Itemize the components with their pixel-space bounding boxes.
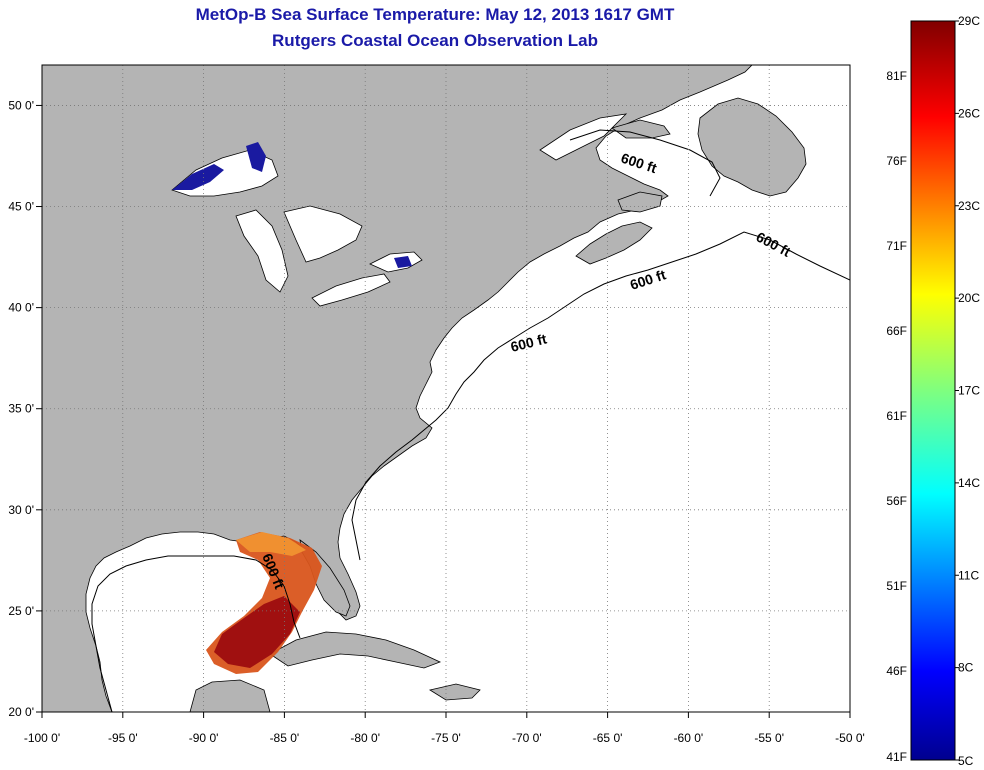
lake-michigan — [235, 209, 289, 293]
gulf-st-lawrence — [539, 113, 628, 161]
land-cuba — [269, 631, 442, 669]
colorbar-label-c: 29C — [958, 14, 980, 28]
land-hispaniola — [428, 683, 481, 701]
x-tick-label: -65 0' — [593, 731, 623, 745]
y-tick-label: 30 0' — [8, 503, 34, 517]
x-tick-label: -70 0' — [512, 731, 542, 745]
sst-lake-superior — [172, 164, 224, 190]
colorbar-label-f: 41F — [886, 750, 907, 764]
land-north-america — [42, 65, 753, 712]
land-cape-breton — [617, 191, 663, 213]
sst-gulf-core — [214, 596, 300, 668]
x-tick-label: -100 0' — [24, 731, 60, 745]
x-tick-label: -90 0' — [189, 731, 219, 745]
land-newfoundland — [697, 97, 807, 197]
land-nova-scotia — [575, 221, 653, 265]
lake-erie — [311, 273, 391, 307]
y-tick-label: 25 0' — [8, 604, 34, 618]
x-tick-label: -85 0' — [270, 731, 300, 745]
x-tick-label: -75 0' — [431, 731, 461, 745]
x-tick-label: -50 0' — [835, 731, 865, 745]
contour-600ft-gsl — [569, 129, 721, 197]
sst-lake-ontario — [394, 256, 412, 268]
colorbar-label-c: 8C — [958, 661, 974, 675]
y-tick-label: 20 0' — [8, 705, 34, 719]
x-tick-label: -55 0' — [754, 731, 784, 745]
y-tick-label: 40 0' — [8, 301, 34, 315]
graticule — [42, 65, 850, 712]
contour-600ft-east — [351, 231, 850, 561]
colorbar-label-f: 76F — [886, 154, 907, 168]
sst-gulf-north — [236, 532, 306, 556]
colorbar-label-c: 26C — [958, 106, 980, 120]
chart-title: MetOp-B Sea Surface Temperature: May 12,… — [195, 5, 675, 24]
colorbar-label-f: 46F — [886, 664, 907, 678]
colorbar — [910, 20, 956, 761]
x-tick-label: -95 0' — [108, 731, 138, 745]
colorbar-label-c: 11C — [958, 568, 979, 582]
land-anticosti — [611, 119, 671, 139]
sst-lake-nipigon — [246, 142, 266, 172]
map-area — [42, 65, 850, 712]
y-tick-label: 45 0' — [8, 200, 34, 214]
x-tick-label: -80 0' — [350, 731, 380, 745]
y-tick-label: 35 0' — [8, 402, 34, 416]
colorbar-label-c: 17C — [958, 384, 980, 398]
lake-huron — [283, 205, 363, 263]
land-yucatan — [189, 679, 271, 712]
colorbar-label-c: 14C — [958, 476, 980, 490]
colorbar-label-f: 61F — [886, 409, 907, 423]
y-tick-label: 50 0' — [8, 98, 34, 112]
colorbar-label-c: 23C — [958, 199, 980, 213]
colorbar-label-c: 5C — [958, 754, 974, 768]
colorbar-label-f: 66F — [886, 324, 907, 338]
colorbar-label-c: 20C — [958, 291, 980, 305]
chart-subtitle: Rutgers Coastal Ocean Observation Lab — [272, 31, 598, 50]
colorbar-labels: 29C 26C 23C 20C 17C 14C 11C 8C 5C 81F 76F 71F 66F 61F… — [886, 14, 980, 768]
colorbar-label-f: 51F — [886, 579, 907, 593]
colorbar-label-f: 71F — [886, 239, 907, 253]
axes: -100 0' -95 0' -90 0' -85 0' -80 0' -75 0' -70… — [8, 98, 864, 745]
colorbar-label-f: 81F — [886, 69, 907, 83]
x-tick-label: -60 0' — [674, 731, 704, 745]
colorbar-label-f: 56F — [886, 494, 907, 508]
contour-600ft-gulf — [91, 555, 301, 712]
